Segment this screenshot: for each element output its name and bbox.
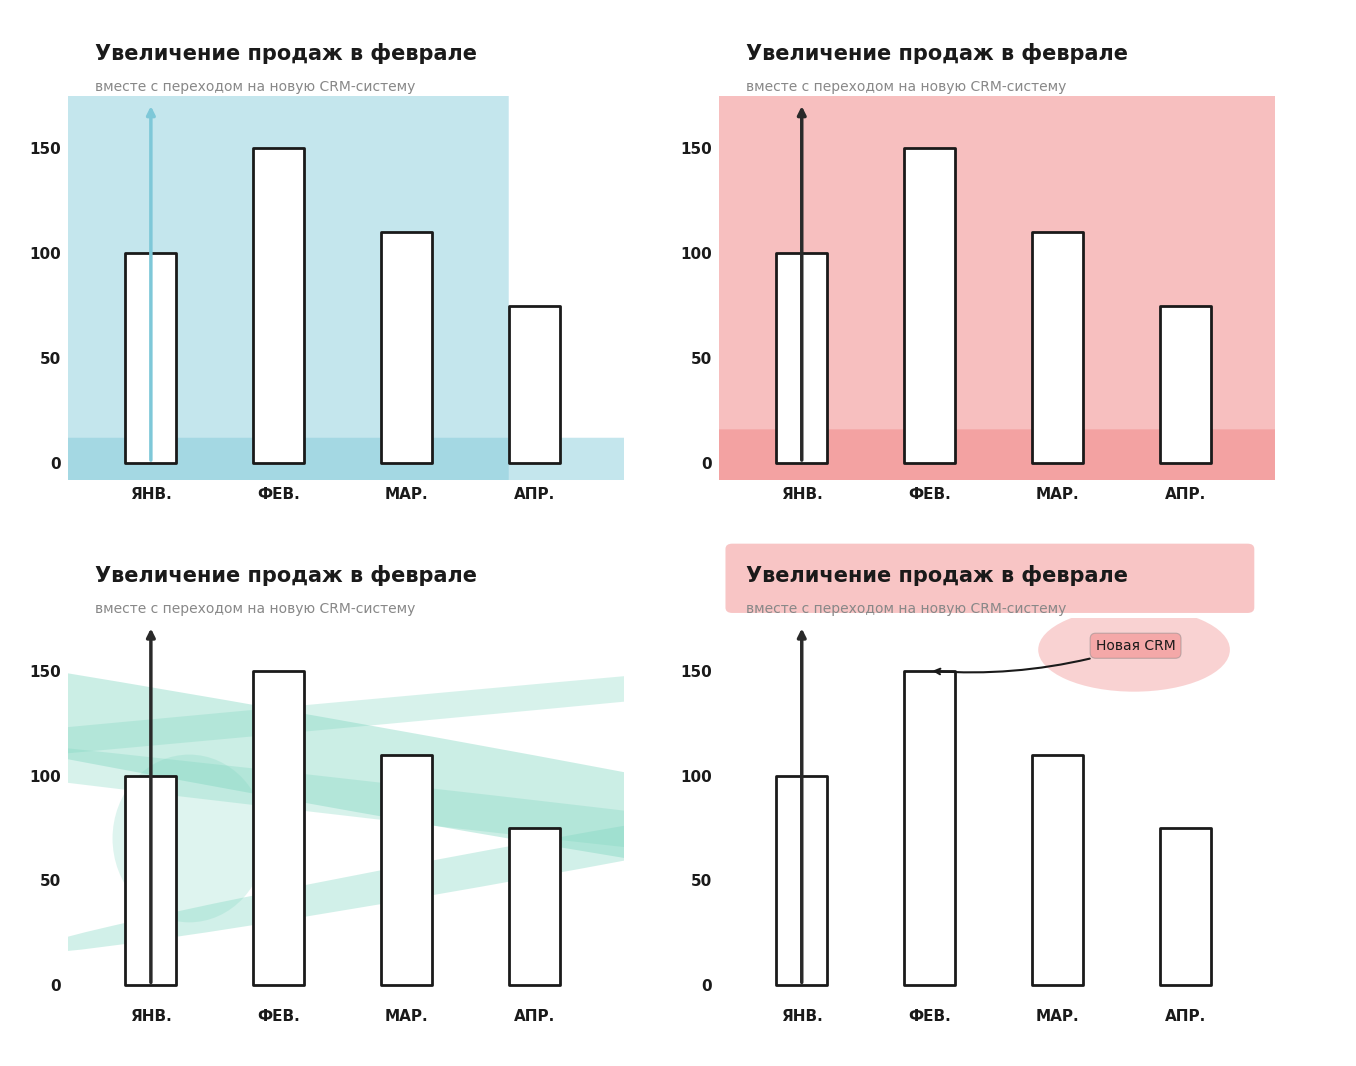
Ellipse shape: [1039, 608, 1230, 692]
Text: вместе с переходом на новую CRM-систему: вместе с переходом на новую CRM-систему: [746, 80, 1066, 94]
Text: Увеличение продаж в феврале: Увеличение продаж в феврале: [746, 43, 1128, 64]
Bar: [381, 232, 433, 463]
Bar: [776, 254, 827, 463]
Bar: [508, 306, 560, 463]
Text: Увеличение продаж в феврале: Увеличение продаж в феврале: [95, 43, 477, 64]
Bar: [381, 755, 433, 985]
Text: Новая CRM: Новая CRM: [934, 639, 1176, 675]
FancyBboxPatch shape: [335, 430, 1356, 495]
Ellipse shape: [24, 765, 1044, 953]
Text: Увеличение продаж в феврале: Увеличение продаж в феврале: [95, 565, 477, 586]
Bar: [1159, 306, 1211, 463]
Bar: [1159, 828, 1211, 985]
Ellipse shape: [0, 571, 1356, 958]
Bar: [254, 671, 304, 985]
Text: вместе с переходом на новую CRM-систему: вместе с переходом на новую CRM-систему: [95, 80, 415, 94]
FancyBboxPatch shape: [0, 64, 508, 486]
Bar: [254, 148, 304, 463]
FancyBboxPatch shape: [0, 438, 899, 488]
Ellipse shape: [0, 588, 1356, 857]
Bar: [1032, 755, 1083, 985]
Bar: [904, 148, 955, 463]
Text: Увеличение продаж в феврале: Увеличение продаж в феврале: [746, 565, 1128, 586]
Bar: [1032, 232, 1083, 463]
Text: вместе с переходом на новую CRM-систему: вместе с переходом на новую CRM-систему: [95, 602, 415, 616]
Bar: [904, 671, 955, 985]
Bar: [776, 776, 827, 985]
Text: вместе с переходом на новую CRM-систему: вместе с переходом на новую CRM-систему: [746, 602, 1066, 616]
Bar: [508, 828, 560, 985]
FancyBboxPatch shape: [207, 52, 1294, 488]
Bar: [125, 254, 176, 463]
Ellipse shape: [113, 755, 266, 922]
Ellipse shape: [0, 693, 1356, 921]
Bar: [125, 776, 176, 985]
